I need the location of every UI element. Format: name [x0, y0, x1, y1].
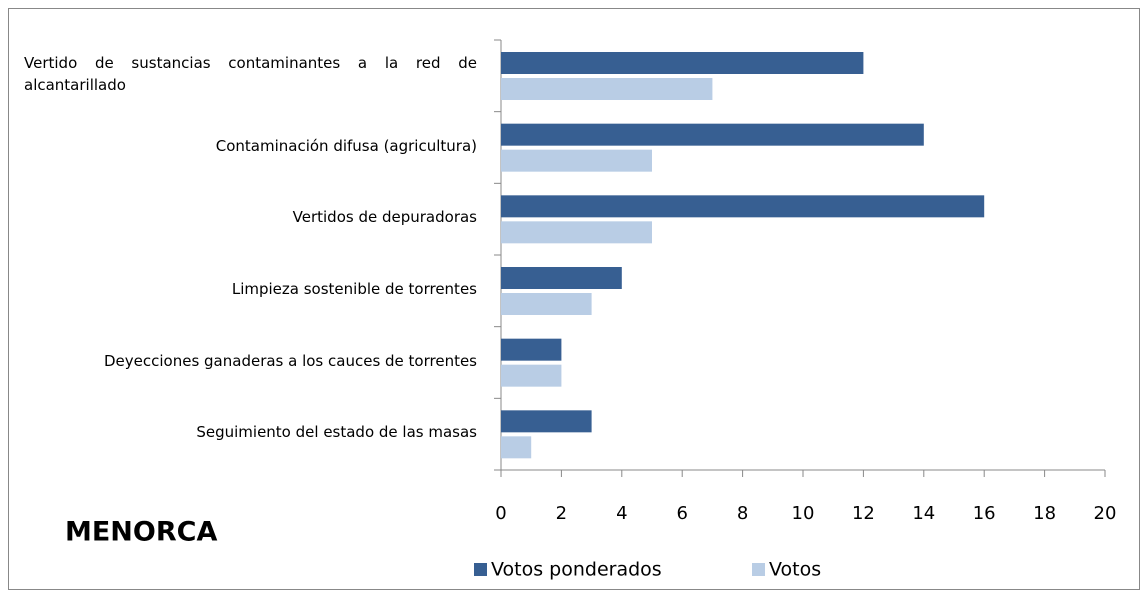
legend-label: Votos ponderados [491, 559, 662, 581]
bar [501, 123, 924, 146]
x-tick-label: 2 [556, 503, 567, 524]
x-tick-label: 12 [852, 503, 875, 524]
bar [501, 52, 864, 74]
x-tick-label: 16 [973, 503, 996, 524]
x-tick-label: 6 [676, 503, 687, 524]
bar [501, 436, 532, 459]
x-tick-label: 18 [1033, 503, 1056, 524]
bar [501, 78, 713, 100]
x-tick-label: 20 [1094, 503, 1117, 524]
y-tick-label: Vertido de sustancias contaminantes a la… [24, 53, 477, 94]
legend-label: Votos [769, 559, 821, 581]
x-tick-label: 14 [912, 503, 935, 524]
y-tick-label: Deyecciones ganaderas a los cauces de to… [103, 351, 477, 370]
y-tick-label: Vertidos de depuradoras [292, 208, 477, 227]
bar [501, 293, 592, 315]
legend-swatch [474, 563, 487, 576]
chart-title: MENORCA [65, 517, 217, 548]
x-tick-label: 8 [737, 503, 748, 524]
y-tick-label: Seguimiento del estado de las masas [196, 423, 477, 442]
x-tick-label: 4 [616, 503, 627, 524]
y-tick-label: Contaminación difusa (agricultura) [215, 136, 477, 155]
legend-swatch [752, 563, 765, 576]
x-tick-label: 10 [792, 503, 815, 524]
bar [501, 149, 652, 172]
bar [501, 410, 592, 433]
x-tick-label: 0 [495, 503, 506, 524]
bar [501, 221, 652, 244]
y-tick-label: Limpieza sostenible de torrentes [231, 279, 477, 298]
bar [501, 338, 562, 361]
bar [501, 364, 562, 387]
bar [501, 267, 622, 289]
bar [501, 195, 985, 218]
